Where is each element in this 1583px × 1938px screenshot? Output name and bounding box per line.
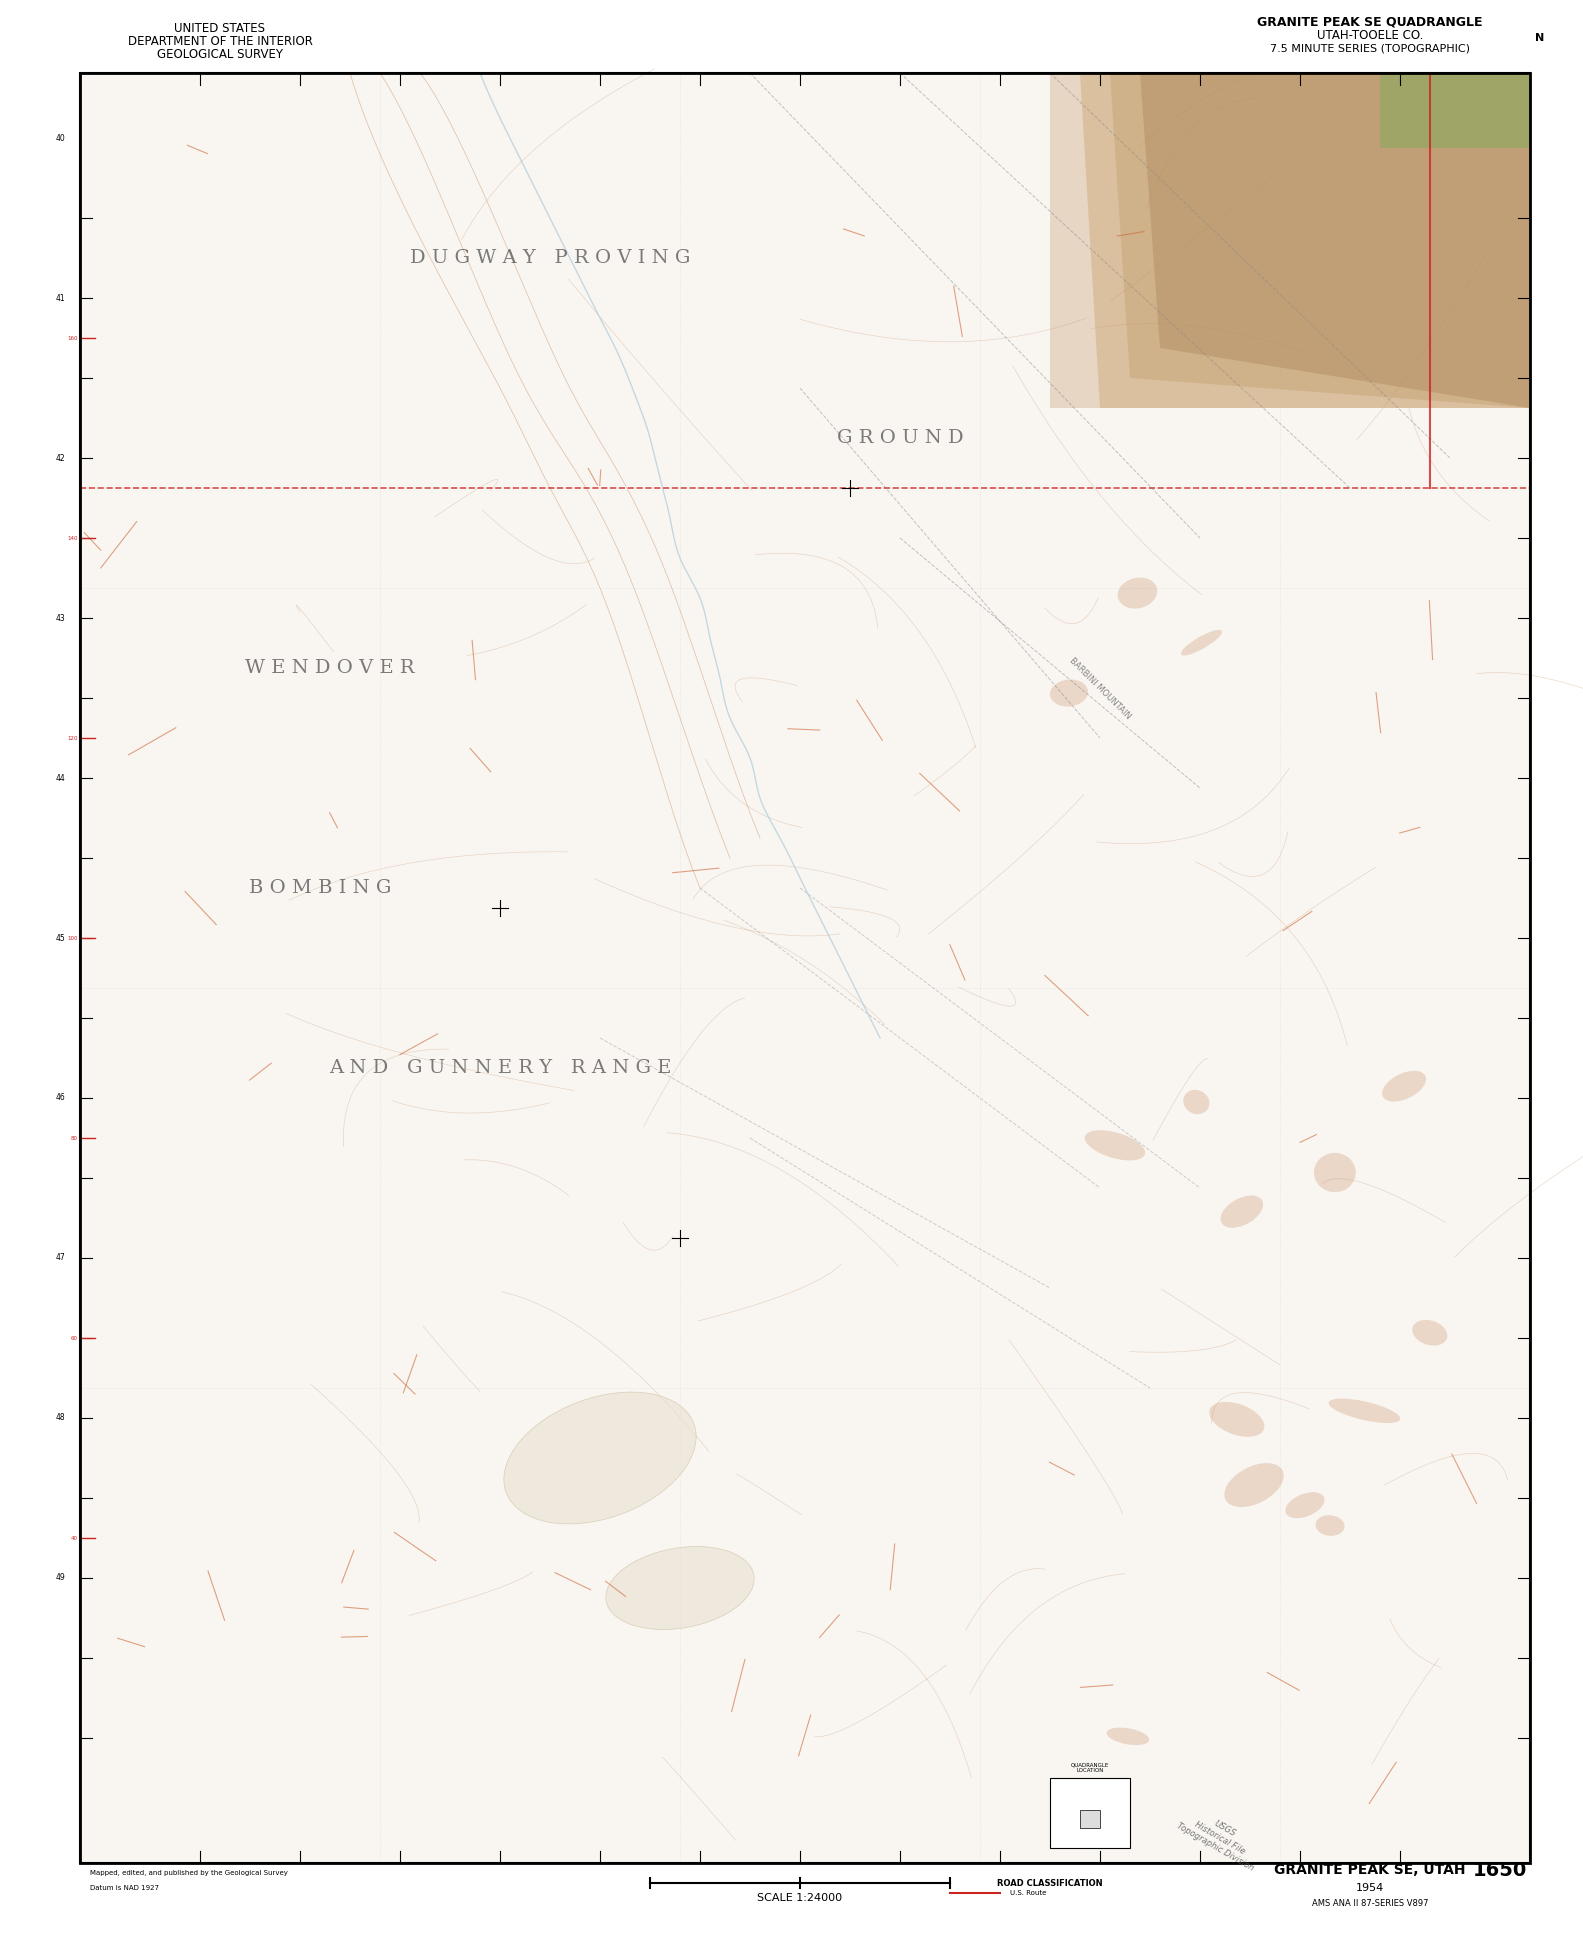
Text: 1650: 1650	[1472, 1860, 1528, 1880]
Text: Datum is NAD 1927: Datum is NAD 1927	[90, 1886, 158, 1891]
Text: AMS ANA II 87-SERIES V897: AMS ANA II 87-SERIES V897	[1312, 1899, 1428, 1907]
Polygon shape	[1380, 74, 1531, 147]
Ellipse shape	[606, 1547, 754, 1630]
Polygon shape	[1110, 74, 1531, 409]
Text: 43: 43	[55, 614, 65, 622]
Text: 40: 40	[55, 134, 65, 143]
Bar	[1050, 1777, 1130, 1849]
Ellipse shape	[1084, 1130, 1145, 1161]
Polygon shape	[1050, 74, 1531, 409]
Ellipse shape	[1314, 1153, 1355, 1192]
Text: 47: 47	[55, 1254, 65, 1262]
Text: B O M B I N G: B O M B I N G	[249, 880, 391, 897]
Text: W E N D O V E R: W E N D O V E R	[245, 659, 415, 676]
Text: 60: 60	[71, 1335, 78, 1341]
Text: GRANITE PEAK SE, UTAH: GRANITE PEAK SE, UTAH	[1274, 1862, 1466, 1878]
Text: 44: 44	[55, 773, 65, 783]
Text: G R O U N D: G R O U N D	[837, 428, 964, 448]
Text: USGS
Historical File
Topographic Division: USGS Historical File Topographic Divisio…	[1175, 1802, 1265, 1872]
Text: Mapped, edited, and published by the Geological Survey: Mapped, edited, and published by the Geo…	[90, 1870, 288, 1876]
Text: GEOLOGICAL SURVEY: GEOLOGICAL SURVEY	[157, 48, 283, 60]
Text: QUADRANGLE
LOCATION: QUADRANGLE LOCATION	[1070, 1762, 1110, 1773]
Ellipse shape	[1412, 1320, 1447, 1345]
Ellipse shape	[1382, 1072, 1426, 1101]
Text: 42: 42	[55, 453, 65, 463]
Bar	[1080, 1810, 1100, 1828]
Text: 120: 120	[68, 736, 78, 740]
Text: N: N	[1536, 33, 1545, 43]
Text: 7.5 MINUTE SERIES (TOPOGRAPHIC): 7.5 MINUTE SERIES (TOPOGRAPHIC)	[1270, 43, 1471, 52]
Text: U.S. Route: U.S. Route	[1010, 1890, 1046, 1895]
Text: 45: 45	[55, 934, 65, 942]
Text: UNITED STATES: UNITED STATES	[174, 21, 266, 35]
Ellipse shape	[1328, 1399, 1401, 1422]
Ellipse shape	[1224, 1463, 1284, 1508]
Text: 40: 40	[71, 1535, 78, 1541]
Text: 160: 160	[68, 335, 78, 341]
Text: BARBINI MOUNTAIN: BARBINI MOUNTAIN	[1067, 655, 1132, 721]
Ellipse shape	[1181, 630, 1222, 655]
Ellipse shape	[1220, 1196, 1263, 1229]
Text: 1954: 1954	[1357, 1884, 1384, 1893]
Polygon shape	[1080, 74, 1531, 409]
Ellipse shape	[1107, 1727, 1149, 1744]
Ellipse shape	[1118, 578, 1157, 609]
Text: D U G W A Y   P R O V I N G: D U G W A Y P R O V I N G	[410, 248, 690, 267]
Text: 46: 46	[55, 1093, 65, 1103]
Text: 140: 140	[68, 535, 78, 541]
Text: 49: 49	[55, 1574, 65, 1583]
Text: 80: 80	[71, 1136, 78, 1140]
Ellipse shape	[1183, 1089, 1209, 1114]
Ellipse shape	[1209, 1401, 1265, 1436]
Polygon shape	[1140, 74, 1531, 409]
Text: 100: 100	[68, 936, 78, 940]
Ellipse shape	[1050, 680, 1088, 707]
Text: UTAH-TOOELE CO.: UTAH-TOOELE CO.	[1317, 29, 1423, 41]
Text: A N D   G U N N E R Y   R A N G E: A N D G U N N E R Y R A N G E	[329, 1058, 671, 1078]
Text: 48: 48	[55, 1413, 65, 1422]
Ellipse shape	[1315, 1516, 1344, 1535]
Ellipse shape	[1285, 1492, 1325, 1517]
Ellipse shape	[503, 1391, 697, 1523]
Text: DEPARTMENT OF THE INTERIOR: DEPARTMENT OF THE INTERIOR	[128, 35, 312, 48]
Text: GRANITE PEAK SE QUADRANGLE: GRANITE PEAK SE QUADRANGLE	[1257, 16, 1483, 29]
Text: SCALE 1:24000: SCALE 1:24000	[757, 1893, 842, 1903]
Text: 41: 41	[55, 293, 65, 302]
Text: ROAD CLASSIFICATION: ROAD CLASSIFICATION	[997, 1878, 1103, 1888]
